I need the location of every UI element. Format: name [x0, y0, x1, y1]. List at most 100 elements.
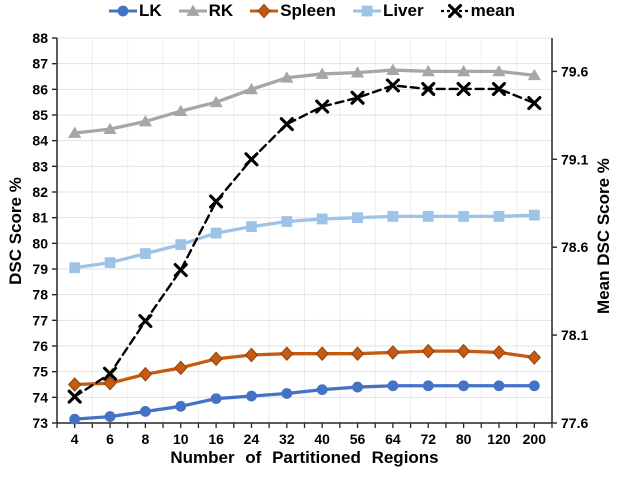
triangle-marker — [244, 82, 259, 95]
legend-label: Liver — [382, 1, 424, 20]
circle-marker — [316, 384, 328, 396]
series-line-mean — [73, 84, 536, 398]
circle-marker — [281, 388, 293, 399]
square-marker — [246, 221, 257, 233]
x-marker — [67, 389, 82, 404]
triangle-marker — [421, 64, 435, 77]
legend-item-Liver: Liver — [351, 1, 424, 21]
x-tick-label: 200 — [523, 431, 547, 447]
x-tick-label: 8 — [141, 431, 149, 447]
legend-item-RK: RK — [177, 1, 233, 21]
triangle-marker — [186, 4, 200, 16]
left-tick-label: 76 — [32, 338, 48, 354]
x-marker — [491, 81, 507, 97]
square-marker — [104, 257, 116, 268]
right-tick-label: 78.1 — [561, 327, 588, 343]
x-tick-label: 40 — [314, 431, 330, 447]
x-marker — [138, 313, 153, 329]
x-marker — [447, 3, 462, 19]
circle-marker — [139, 406, 151, 417]
left-tick-label: 81 — [32, 210, 48, 226]
left-tick-label: 83 — [32, 158, 48, 174]
x-marker — [279, 117, 294, 132]
series-mean — [67, 78, 542, 404]
triangle-marker — [174, 104, 188, 117]
circle-marker — [528, 380, 540, 392]
diamond-marker — [280, 346, 294, 362]
square-marker — [139, 248, 151, 259]
right-tick-label: 79.6 — [561, 63, 588, 79]
right-tick-label: 78.6 — [561, 239, 588, 255]
triangle-marker — [209, 95, 223, 108]
x-marker — [456, 81, 471, 97]
left-tick-label: 86 — [32, 81, 48, 97]
x-icon — [440, 3, 469, 19]
x-axis-title: Number of Partitioned Regions — [170, 448, 439, 467]
left-tick-label: 87 — [32, 56, 48, 72]
series-RK — [68, 63, 541, 138]
left-tick-label: 82 — [32, 184, 48, 200]
square-marker — [352, 212, 363, 224]
series-LK — [69, 380, 540, 425]
legend: LK RK Spleen Liver mean — [0, 1, 622, 21]
x-marker — [315, 99, 330, 114]
left-tick-label: 88 — [32, 30, 48, 46]
square-marker — [281, 216, 293, 227]
legend-label: Spleen — [280, 1, 336, 20]
square-marker — [69, 262, 81, 274]
square-marker — [422, 210, 434, 222]
left-tick-label: 77 — [32, 312, 48, 328]
square-marker — [175, 239, 187, 251]
circle-marker — [422, 380, 434, 392]
x-marker — [421, 81, 436, 97]
x-tick-label: 32 — [279, 431, 295, 447]
diamond-marker — [492, 345, 506, 360]
x-marker — [244, 152, 259, 167]
square-marker — [387, 210, 399, 222]
series-line-Liver — [73, 213, 536, 270]
right-axis-title: Mean DSC Score % — [594, 158, 613, 314]
series-line-LK — [73, 384, 536, 421]
triangle-marker — [280, 71, 294, 83]
left-tick-label: 79 — [32, 261, 48, 277]
x-marker — [527, 95, 542, 111]
x-tick-label: 64 — [385, 431, 401, 447]
circle-marker — [352, 381, 363, 393]
right-tick-label: 77.6 — [561, 415, 588, 431]
square-marker — [493, 210, 505, 222]
x-marker — [350, 90, 365, 105]
diamond-marker — [315, 346, 329, 362]
triangle-marker — [138, 115, 152, 127]
circle-icon — [108, 5, 137, 17]
diamond-marker — [257, 3, 271, 19]
x-tick-label: 4 — [71, 431, 79, 447]
circle-marker — [246, 390, 257, 402]
triangle-marker — [492, 64, 506, 77]
square-marker — [361, 5, 373, 17]
diamond-marker — [68, 377, 82, 392]
series-Spleen — [68, 343, 541, 392]
circle-marker — [69, 413, 81, 425]
triangle-marker — [68, 126, 82, 138]
x-tick-label: 56 — [350, 431, 366, 447]
circle-marker — [493, 380, 505, 392]
square-marker — [316, 213, 328, 225]
square-marker — [458, 210, 470, 222]
square-marker — [528, 209, 540, 221]
left-tick-label: 74 — [32, 389, 48, 405]
diamond-marker — [174, 360, 188, 376]
diamond-marker — [421, 343, 435, 359]
circle-marker — [117, 5, 129, 17]
circle-marker — [387, 380, 399, 392]
triangle-marker — [386, 63, 400, 75]
series-Liver — [69, 209, 540, 274]
legend-item-mean: mean — [439, 1, 515, 21]
left-tick-label: 78 — [32, 287, 48, 303]
square-icon — [352, 5, 381, 17]
x-tick-label: 80 — [456, 431, 472, 447]
x-tick-label: 16 — [208, 431, 224, 447]
triangle-marker — [457, 64, 471, 77]
triangle-icon — [178, 4, 207, 16]
